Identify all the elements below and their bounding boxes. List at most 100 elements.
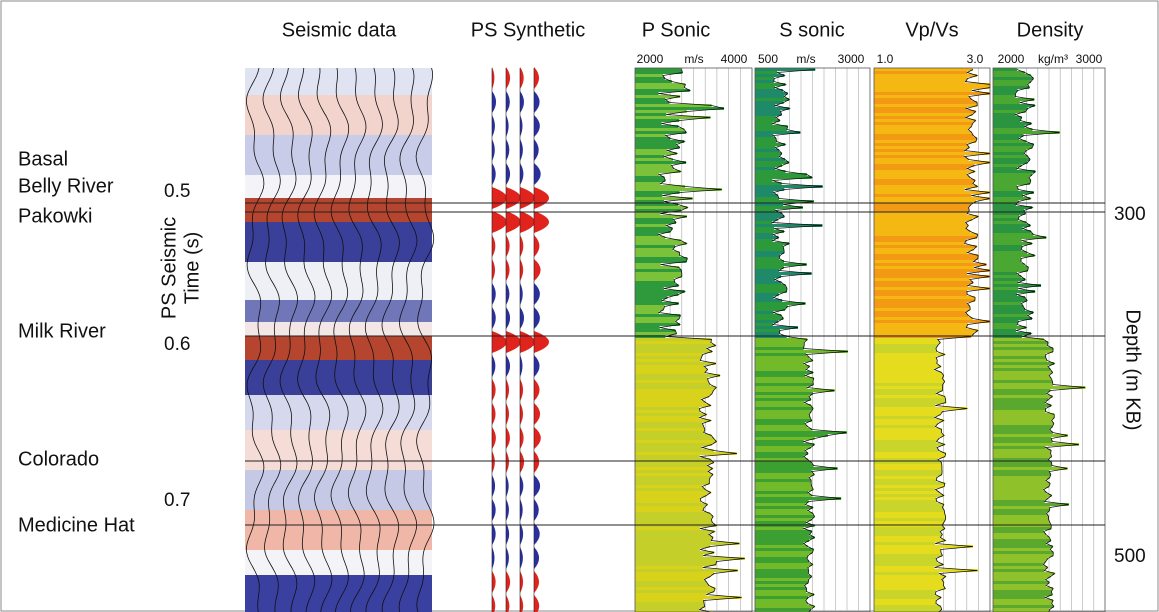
- log-fill: [874, 197, 990, 200]
- log-fill: [755, 455, 804, 458]
- log-fill: [635, 206, 688, 209]
- header: P Sonic: [642, 19, 711, 41]
- log-fill: [635, 284, 679, 287]
- log-fill: [635, 92, 659, 95]
- log-fill: [993, 74, 1031, 77]
- scale-label: 2000: [637, 52, 664, 66]
- log-fill: [874, 452, 946, 455]
- log-fill: [755, 419, 812, 422]
- log-fill: [874, 107, 967, 110]
- synthetic-lobe: [534, 67, 539, 89]
- log-fill: [635, 515, 714, 518]
- scale-label: m/s: [684, 52, 703, 66]
- log-fill: [635, 578, 705, 581]
- synthetic-lobe: [506, 379, 510, 401]
- log-fill: [755, 83, 786, 86]
- synthetic-lobe: [534, 475, 541, 497]
- log-fill: [993, 236, 1047, 239]
- synthetic-lobe: [506, 283, 510, 305]
- log-fill: [755, 380, 813, 383]
- log-fill: [755, 257, 780, 260]
- log-fill: [874, 329, 978, 332]
- log-fill: [993, 374, 1050, 377]
- synthetic-lobe: [534, 331, 549, 353]
- synthetic-lobe: [492, 67, 495, 89]
- synthetic-lobe: [506, 403, 510, 425]
- log-fill: [635, 329, 676, 332]
- log-fill: [755, 137, 777, 140]
- log-fill: [874, 590, 936, 593]
- log-fill: [874, 347, 936, 350]
- log-fill: [755, 434, 828, 437]
- header: S sonic: [779, 19, 845, 41]
- scale-label: 4000: [721, 52, 748, 66]
- seismic-band: [245, 470, 432, 510]
- log-fill: [993, 302, 1022, 305]
- log-fill: [993, 92, 1016, 95]
- time-axis-label: Time (s): [181, 232, 203, 305]
- log-fill: [635, 245, 676, 248]
- formation-labels: Basal Belly River Pakowki Milk River Col…: [18, 148, 135, 536]
- log-fill: [755, 599, 806, 602]
- synthetic-lobe: [520, 523, 524, 545]
- log-track-border: [992, 67, 1106, 612]
- log-fill: [635, 458, 711, 461]
- log-fill: [755, 413, 810, 416]
- log-fill: [874, 341, 941, 344]
- log-fill: [755, 194, 778, 197]
- log-fill: [993, 221, 1027, 224]
- log-fill: [874, 350, 937, 353]
- log-fill: [635, 521, 713, 524]
- log-fill: [755, 398, 811, 401]
- log-fill: [635, 464, 708, 467]
- log-fill: [755, 410, 812, 413]
- log-fill: [874, 215, 979, 218]
- log-fill: [635, 326, 660, 329]
- log-fill: [874, 599, 937, 602]
- log-fill: [755, 482, 812, 485]
- log-fill: [755, 392, 813, 395]
- log-fill: [993, 284, 1042, 287]
- log-fill: [874, 122, 973, 125]
- log-fill: [635, 125, 679, 128]
- log-fill: [635, 299, 663, 302]
- log-fill: [635, 344, 716, 347]
- log-fill: [635, 497, 701, 500]
- log-fill: [755, 185, 823, 188]
- synthetic-lobe: [492, 163, 496, 185]
- log-fill: [874, 137, 978, 140]
- log-fill: [993, 359, 1048, 362]
- log-fill: [874, 128, 969, 131]
- log-fill: [755, 191, 774, 194]
- log-fill: [993, 239, 1022, 242]
- log-fill: [993, 161, 1028, 164]
- log-fill: [755, 308, 785, 311]
- log-fill: [993, 431, 1053, 434]
- log-fill: [993, 461, 1052, 464]
- log-fill: [755, 167, 776, 170]
- log-fill: [993, 575, 1051, 578]
- log-fill: [874, 581, 944, 584]
- log-fill: [635, 500, 701, 503]
- synthetic-lobe: [534, 355, 540, 377]
- log-fill: [755, 350, 849, 353]
- log-fill: [993, 560, 1046, 563]
- log-fill: [755, 554, 809, 557]
- synthetic-lobe: [534, 307, 540, 329]
- log-fill: [635, 311, 659, 314]
- log-fill: [874, 68, 973, 71]
- log-fill: [874, 575, 946, 578]
- log-fill: [993, 179, 1031, 182]
- log-fill: [635, 71, 683, 74]
- synthetic-lobe: [492, 403, 496, 425]
- log-fill: [993, 365, 1049, 368]
- log-fill: [993, 350, 1053, 353]
- log-fill: [874, 395, 945, 398]
- log-fill: [635, 179, 666, 182]
- log-fill: [635, 158, 673, 161]
- synthetic-lobe: [534, 427, 541, 449]
- log-fill: [635, 467, 713, 470]
- log-fill: [874, 551, 942, 554]
- log-fill: [874, 224, 969, 227]
- log-fill: [993, 548, 1051, 551]
